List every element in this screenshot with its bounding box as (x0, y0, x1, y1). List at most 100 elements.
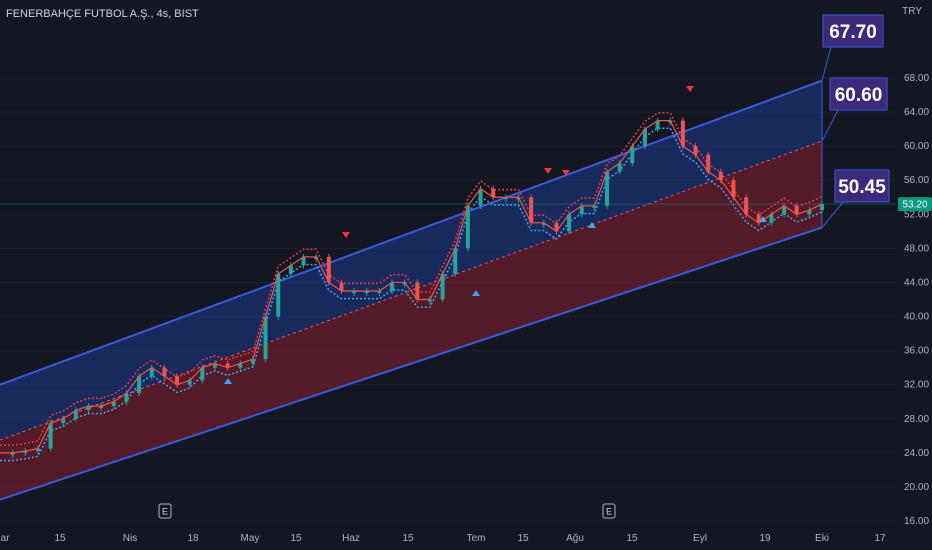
candle[interactable] (23, 451, 28, 454)
x-tick-label: Tem (467, 533, 486, 544)
candle[interactable] (377, 290, 382, 293)
candle[interactable] (769, 214, 774, 223)
candle[interactable] (617, 163, 622, 172)
candle[interactable] (364, 290, 369, 293)
candle[interactable] (782, 205, 787, 215)
channel-lower-line[interactable] (0, 226, 823, 501)
candle[interactable] (541, 222, 546, 225)
candle[interactable] (554, 222, 559, 232)
y-tick-label: 24.00 (904, 448, 929, 459)
candle[interactable] (137, 376, 142, 394)
earnings-marker[interactable] (158, 503, 172, 519)
price-callout (834, 169, 890, 203)
candle[interactable] (642, 129, 647, 147)
candle[interactable] (48, 423, 53, 449)
trail-stop-lower (0, 127, 823, 462)
candle[interactable] (744, 197, 749, 215)
y-tick-label: 32.00 (904, 380, 929, 391)
y-tick-label: 44.00 (904, 277, 929, 288)
candle[interactable] (339, 282, 344, 291)
channel-upper-line[interactable] (0, 79, 823, 386)
candle[interactable] (415, 282, 420, 300)
candle[interactable] (807, 210, 812, 215)
candle[interactable] (706, 154, 711, 172)
candle[interactable] (10, 452, 15, 455)
currency-label: TRY (902, 6, 922, 17)
x-tick-label: Haz (342, 533, 360, 544)
candle[interactable] (756, 214, 761, 223)
channel-middle-line[interactable] (0, 140, 823, 441)
channel-lower-zone (0, 141, 822, 500)
y-tick-label: 52.00 (904, 209, 929, 220)
candle[interactable] (250, 359, 255, 364)
candle[interactable] (124, 393, 129, 402)
candle[interactable] (630, 146, 635, 164)
callout-pointer (821, 46, 832, 81)
candle[interactable] (592, 205, 597, 208)
candle[interactable] (390, 282, 395, 291)
candle[interactable] (35, 448, 40, 452)
y-tick-label: 64.00 (904, 107, 929, 118)
candle[interactable] (61, 418, 66, 424)
candle[interactable] (427, 299, 432, 302)
candle[interactable] (175, 376, 180, 385)
candle[interactable] (567, 214, 572, 232)
candle[interactable] (478, 188, 483, 206)
y-tick-label: 56.00 (904, 175, 929, 186)
candle[interactable] (579, 205, 584, 215)
candle[interactable] (73, 410, 78, 419)
y-tick-label: 40.00 (904, 312, 929, 323)
candle[interactable] (99, 405, 104, 408)
candle[interactable] (605, 171, 610, 206)
x-tick-label: Ağu (566, 533, 584, 544)
buy-signal-arrow (588, 222, 596, 228)
candle[interactable] (238, 363, 243, 368)
x-tick-label: Eki (815, 533, 829, 544)
earnings-marker[interactable] (602, 503, 616, 519)
price-callout (829, 77, 888, 111)
candle[interactable] (731, 180, 736, 198)
candle[interactable] (149, 367, 154, 377)
candle[interactable] (86, 405, 91, 411)
candle[interactable] (693, 146, 698, 155)
last-price-tag (898, 197, 932, 212)
y-tick-label: 60.00 (904, 141, 929, 152)
price-callout (822, 14, 884, 48)
candle[interactable] (111, 401, 116, 406)
candle[interactable] (187, 380, 192, 385)
last-price-label: 53.20 (902, 200, 927, 211)
candle[interactable] (301, 256, 306, 266)
candle[interactable] (718, 171, 723, 181)
y-tick-label: 36.00 (904, 346, 929, 357)
candle[interactable] (529, 197, 534, 223)
candle[interactable] (503, 197, 508, 200)
x-tick-label: 18 (187, 533, 199, 544)
candle[interactable] (453, 248, 458, 274)
candle[interactable] (276, 273, 281, 317)
candle[interactable] (288, 265, 293, 274)
y-tick-label: 28.00 (904, 414, 929, 425)
candle[interactable] (162, 367, 167, 377)
x-tick-label: 15 (517, 533, 529, 544)
candle[interactable] (263, 316, 268, 360)
sell-signal-arrow (686, 86, 694, 92)
buy-signal-arrow (759, 216, 767, 222)
candle[interactable] (680, 120, 685, 147)
candle[interactable] (655, 120, 660, 130)
candle[interactable] (440, 273, 445, 300)
earnings-marker-label: E (606, 507, 612, 517)
symbol-title: FENERBAHÇE FUTBOL A.Ş., 4s, BIST (6, 8, 199, 20)
candle[interactable] (465, 205, 470, 249)
callout-pointer (821, 109, 839, 142)
candle[interactable] (352, 290, 357, 293)
candle[interactable] (491, 188, 496, 198)
y-tick-label: 16.00 (904, 516, 929, 527)
candle[interactable] (212, 363, 217, 368)
candle[interactable] (326, 256, 331, 283)
candle[interactable] (225, 363, 230, 368)
candle[interactable] (794, 205, 799, 215)
candle[interactable] (820, 204, 824, 211)
candle[interactable] (200, 367, 205, 381)
price-line[interactable] (0, 119, 823, 454)
